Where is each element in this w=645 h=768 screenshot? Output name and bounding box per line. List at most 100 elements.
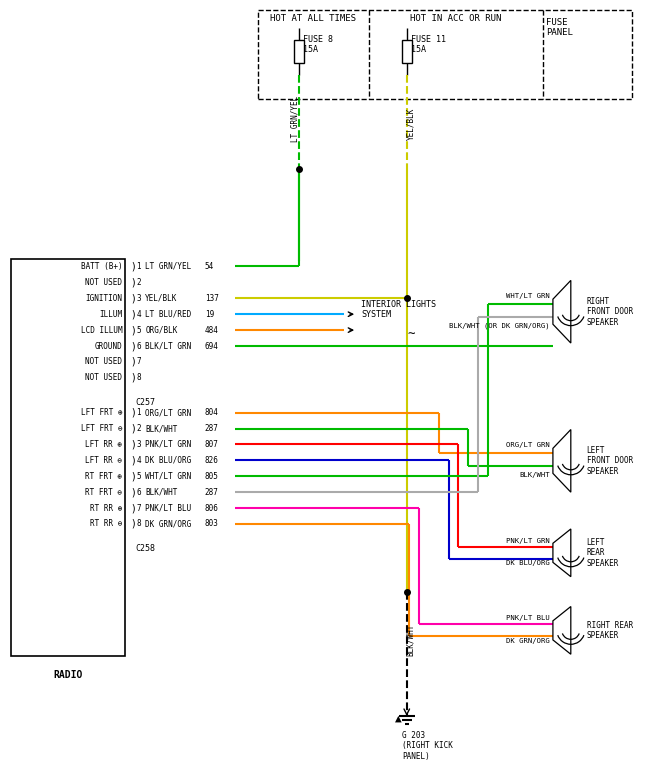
Text: 804: 804 bbox=[205, 408, 219, 417]
Text: 484: 484 bbox=[205, 326, 219, 335]
Bar bbox=[11, 259, 125, 656]
Text: NOT USED: NOT USED bbox=[85, 373, 123, 382]
Text: LFT FRT ⊖: LFT FRT ⊖ bbox=[81, 424, 123, 433]
Text: YEL/BLK: YEL/BLK bbox=[406, 108, 415, 141]
Text: RT RR ⊕: RT RR ⊕ bbox=[90, 504, 123, 512]
Text: ∼: ∼ bbox=[407, 326, 415, 339]
Text: DK BLU/ORG: DK BLU/ORG bbox=[506, 561, 550, 566]
Text: ): ) bbox=[130, 310, 136, 319]
Text: ): ) bbox=[130, 325, 136, 335]
Text: 7: 7 bbox=[136, 504, 141, 512]
Text: C257: C257 bbox=[135, 398, 155, 407]
Text: RIGHT
FRONT DOOR
SPEAKER: RIGHT FRONT DOOR SPEAKER bbox=[587, 296, 633, 326]
Text: 54: 54 bbox=[205, 262, 214, 271]
Text: 8: 8 bbox=[136, 519, 141, 528]
Text: PNK/LT GRN: PNK/LT GRN bbox=[145, 440, 192, 449]
Bar bbox=[257, 10, 633, 99]
Text: ): ) bbox=[130, 372, 136, 382]
Text: FUSE 8
15A: FUSE 8 15A bbox=[303, 35, 333, 55]
Text: 5: 5 bbox=[136, 326, 141, 335]
Text: 4: 4 bbox=[136, 456, 141, 465]
Text: BLK/LT GRN: BLK/LT GRN bbox=[145, 342, 192, 350]
Text: IGNITION: IGNITION bbox=[85, 294, 123, 303]
Text: ): ) bbox=[130, 455, 136, 465]
Text: HOT IN ACC OR RUN: HOT IN ACC OR RUN bbox=[410, 14, 501, 23]
Text: 287: 287 bbox=[205, 488, 219, 497]
Text: WHT/LT GRN: WHT/LT GRN bbox=[506, 293, 550, 299]
Text: LCD ILLUM: LCD ILLUM bbox=[81, 326, 123, 335]
Text: FUSE
PANEL: FUSE PANEL bbox=[546, 18, 573, 38]
Text: G 203
(RIGHT KICK
PANEL): G 203 (RIGHT KICK PANEL) bbox=[402, 731, 453, 760]
Text: ▲: ▲ bbox=[395, 714, 402, 724]
Text: BLK/WHT: BLK/WHT bbox=[406, 624, 415, 656]
Text: ): ) bbox=[130, 357, 136, 367]
Text: ILLUM: ILLUM bbox=[99, 310, 123, 319]
Text: LT GRN/YEL: LT GRN/YEL bbox=[145, 262, 192, 271]
Text: ): ) bbox=[130, 423, 136, 434]
Text: ): ) bbox=[130, 472, 136, 482]
Text: 287: 287 bbox=[205, 424, 219, 433]
Text: RT FRT ⊖: RT FRT ⊖ bbox=[85, 488, 123, 497]
Text: LFT RR ⊕: LFT RR ⊕ bbox=[85, 440, 123, 449]
Text: PNK/LT BLU: PNK/LT BLU bbox=[145, 504, 192, 512]
Text: RIGHT REAR
SPEAKER: RIGHT REAR SPEAKER bbox=[587, 621, 633, 640]
Text: BLK/WHT: BLK/WHT bbox=[145, 424, 177, 433]
Text: 806: 806 bbox=[205, 504, 219, 512]
Text: LEFT
REAR
SPEAKER: LEFT REAR SPEAKER bbox=[587, 538, 619, 568]
Bar bbox=[294, 39, 304, 63]
Text: LT GRN/YEL: LT GRN/YEL bbox=[291, 96, 300, 142]
Text: BLK/WHT: BLK/WHT bbox=[519, 472, 550, 478]
Text: DK BLU/ORG: DK BLU/ORG bbox=[145, 456, 192, 465]
Text: 6: 6 bbox=[136, 488, 141, 497]
Text: YEL/BLK: YEL/BLK bbox=[145, 294, 177, 303]
Text: 805: 805 bbox=[205, 472, 219, 481]
Text: 5: 5 bbox=[136, 472, 141, 481]
Text: HOT AT ALL TIMES: HOT AT ALL TIMES bbox=[270, 14, 356, 23]
Text: ): ) bbox=[130, 293, 136, 303]
Text: 137: 137 bbox=[205, 294, 219, 303]
Text: ): ) bbox=[130, 503, 136, 513]
Text: 1: 1 bbox=[136, 408, 141, 417]
Text: RT RR ⊖: RT RR ⊖ bbox=[90, 519, 123, 528]
Text: ): ) bbox=[130, 519, 136, 529]
Text: 3: 3 bbox=[136, 294, 141, 303]
Text: C258: C258 bbox=[135, 544, 155, 553]
Text: 694: 694 bbox=[205, 342, 219, 350]
Text: BLK/WHT (OR DK GRN/ORG): BLK/WHT (OR DK GRN/ORG) bbox=[450, 323, 550, 329]
Text: LEFT
FRONT DOOR
SPEAKER: LEFT FRONT DOOR SPEAKER bbox=[587, 446, 633, 475]
Text: 19: 19 bbox=[205, 310, 214, 319]
Text: 807: 807 bbox=[205, 440, 219, 449]
Text: 4: 4 bbox=[136, 310, 141, 319]
Text: GROUND: GROUND bbox=[95, 342, 123, 350]
Text: 7: 7 bbox=[136, 357, 141, 366]
Text: WHT/LT GRN: WHT/LT GRN bbox=[145, 472, 192, 481]
Text: 2: 2 bbox=[136, 424, 141, 433]
Text: RADIO: RADIO bbox=[53, 670, 83, 680]
Text: ): ) bbox=[130, 487, 136, 497]
Text: INTERIOR LIGHTS
SYSTEM: INTERIOR LIGHTS SYSTEM bbox=[361, 300, 436, 319]
Text: ): ) bbox=[130, 277, 136, 287]
Text: 2: 2 bbox=[136, 278, 141, 287]
Text: 1: 1 bbox=[136, 262, 141, 271]
Text: ): ) bbox=[130, 408, 136, 418]
Text: PNK/LT BLU: PNK/LT BLU bbox=[506, 615, 550, 621]
Text: LT BLU/RED: LT BLU/RED bbox=[145, 310, 192, 319]
Text: NOT USED: NOT USED bbox=[85, 278, 123, 287]
Text: LFT RR ⊖: LFT RR ⊖ bbox=[85, 456, 123, 465]
Text: BLK/WHT: BLK/WHT bbox=[145, 488, 177, 497]
Text: DK GRN/ORG: DK GRN/ORG bbox=[145, 519, 192, 528]
Text: 826: 826 bbox=[205, 456, 219, 465]
Text: ): ) bbox=[130, 439, 136, 449]
Text: ORG/LT GRN: ORG/LT GRN bbox=[506, 442, 550, 449]
Text: LFT FRT ⊕: LFT FRT ⊕ bbox=[81, 408, 123, 417]
Text: NOT USED: NOT USED bbox=[85, 357, 123, 366]
Text: ORG/LT GRN: ORG/LT GRN bbox=[145, 408, 192, 417]
Text: BATT (B+): BATT (B+) bbox=[81, 262, 123, 271]
Text: PNK/LT GRN: PNK/LT GRN bbox=[506, 538, 550, 544]
Text: 8: 8 bbox=[136, 373, 141, 382]
Text: ORG/BLK: ORG/BLK bbox=[145, 326, 177, 335]
Bar bbox=[402, 39, 412, 63]
Text: FUSE 11
15A: FUSE 11 15A bbox=[411, 35, 446, 55]
Text: RT FRT ⊕: RT FRT ⊕ bbox=[85, 472, 123, 481]
Text: DK GRN/ORG: DK GRN/ORG bbox=[506, 638, 550, 644]
